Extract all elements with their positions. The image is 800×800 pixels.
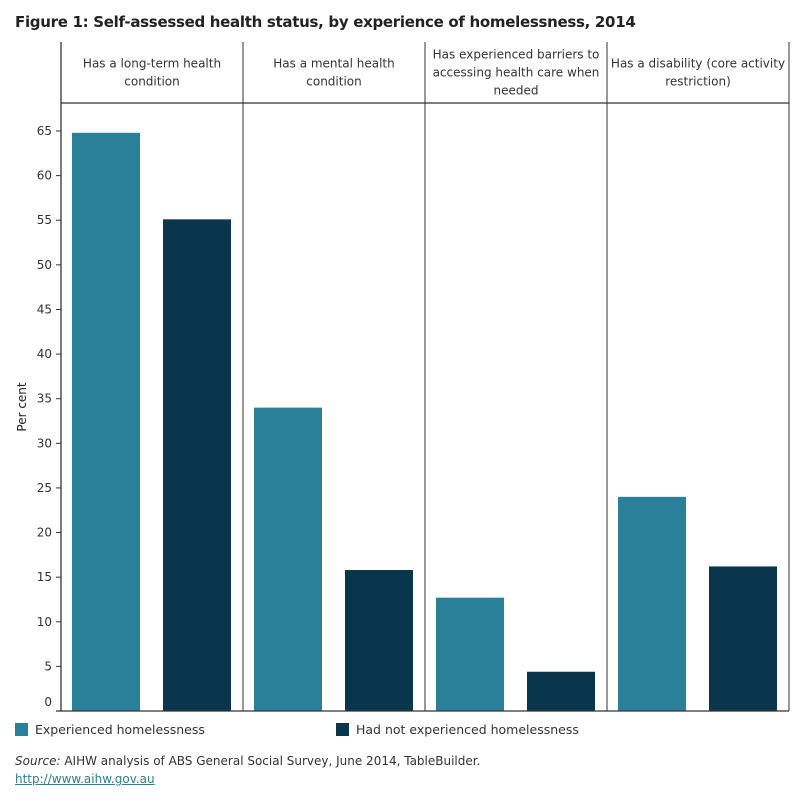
y-tick-label: 10 xyxy=(37,615,52,629)
y-axis-label: Per cent xyxy=(15,382,29,432)
y-tick-label: 30 xyxy=(37,436,52,450)
bar-not-experienced xyxy=(345,570,413,711)
y-tick-label: 20 xyxy=(37,526,52,540)
legend-swatch xyxy=(15,723,28,736)
y-tick-label: 50 xyxy=(37,258,52,272)
y-tick-label: 5 xyxy=(44,659,52,673)
legend-label: Had not experienced homelessness xyxy=(356,722,579,737)
y-tick-label: 25 xyxy=(37,481,52,495)
legend-label: Experienced homelessness xyxy=(35,722,205,737)
y-tick-label: 35 xyxy=(37,392,52,406)
y-tick-label: 0 xyxy=(44,695,52,709)
legend-swatch xyxy=(336,723,349,736)
category-header: Has a disability (core activity restricti… xyxy=(611,57,785,89)
bar-experienced xyxy=(436,597,504,711)
y-tick-label: 15 xyxy=(37,570,52,584)
bar-experienced xyxy=(254,407,322,711)
category-header: Has experienced barriers to accessing hea… xyxy=(433,48,600,98)
bar-not-experienced xyxy=(163,219,231,712)
source-note: Source: AIHW analysis of ABS General Soc… xyxy=(15,754,480,768)
bar-not-experienced xyxy=(709,566,777,711)
bar-chart: Has a long-term health condition Has a men… xyxy=(15,42,790,712)
aihw-link[interactable]: http://www.aihw.gov.au xyxy=(15,772,155,786)
category-header: Has a mental health condition xyxy=(273,57,394,89)
y-tick-label: 55 xyxy=(37,213,52,227)
y-tick-label: 45 xyxy=(37,302,52,316)
y-tick-label: 60 xyxy=(37,169,52,183)
source-label: Source: xyxy=(15,754,61,768)
category-header: Has a long-term health condition xyxy=(83,57,221,89)
bar-experienced xyxy=(72,132,140,712)
bar-not-experienced xyxy=(527,671,595,711)
chart-title: Figure 1: Self-assessed health status, b… xyxy=(15,13,636,31)
source-text: AIHW analysis of ABS General Social Surv… xyxy=(60,754,481,768)
y-tick-label: 65 xyxy=(37,124,52,138)
legend-item-experienced: Experienced homelessness xyxy=(15,722,205,737)
bar-experienced xyxy=(618,496,686,711)
legend-item-not-experienced: Had not experienced homelessness xyxy=(336,722,579,737)
y-tick-label: 40 xyxy=(37,347,52,361)
